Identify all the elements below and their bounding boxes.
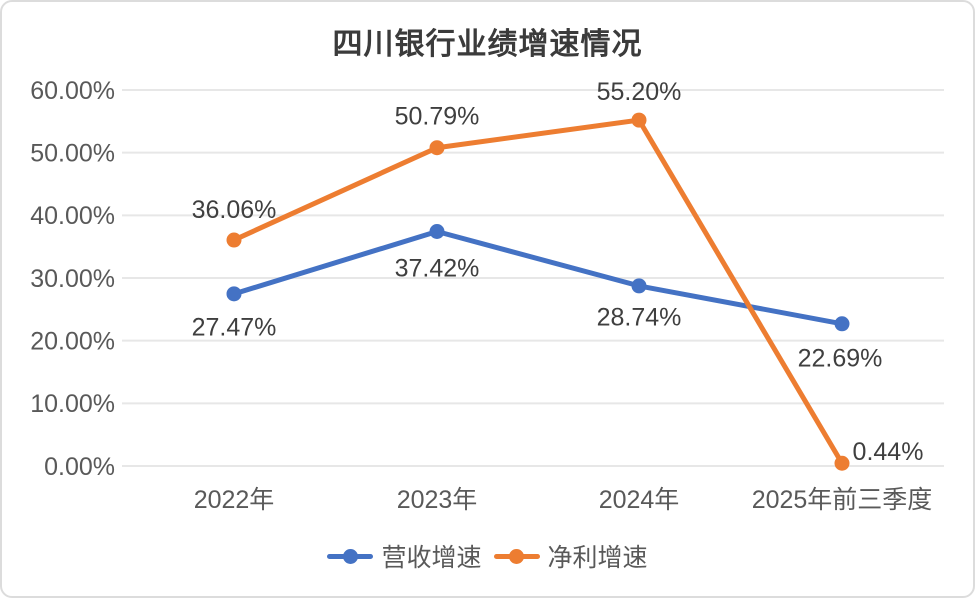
data-label: 0.44% bbox=[853, 438, 924, 466]
legend-item-profit-growth: 净利增速 bbox=[493, 538, 648, 574]
y-axis-tick-label: 10.00% bbox=[30, 390, 115, 418]
y-axis-tick-label: 20.00% bbox=[30, 327, 115, 355]
data-label: 28.74% bbox=[597, 304, 682, 332]
data-label: 27.47% bbox=[192, 314, 277, 342]
legend-item-revenue-growth: 营收增速 bbox=[327, 538, 482, 574]
y-axis-tick-label: 60.00% bbox=[30, 77, 115, 105]
chart-title: 四川银行业绩增速情况 bbox=[332, 28, 643, 61]
data-label: 55.20% bbox=[597, 78, 682, 106]
x-axis-tick-label: 2024年 bbox=[599, 486, 680, 514]
data-point-marker bbox=[834, 455, 850, 471]
x-axis-tick-label: 2022年 bbox=[194, 486, 275, 514]
series-line-profit-growth bbox=[231, 117, 845, 466]
x-axis-tick-label: 2023年 bbox=[397, 486, 478, 514]
y-axis-tick-label: 30.00% bbox=[30, 265, 115, 293]
x-axis-tick-label: 2025年前三季度 bbox=[752, 486, 933, 514]
legend-label-revenue-growth: 营收增速 bbox=[381, 544, 482, 572]
data-point-marker bbox=[631, 112, 647, 128]
data-label: 22.69% bbox=[798, 345, 883, 373]
data-point-marker bbox=[631, 278, 647, 294]
series-line-revenue-growth bbox=[231, 229, 845, 327]
data-point-marker bbox=[834, 316, 850, 332]
data-label: 50.79% bbox=[395, 102, 480, 130]
y-axis-tick-label: 50.00% bbox=[30, 139, 115, 167]
y-axis-tick-label: 0.00% bbox=[44, 453, 115, 481]
chart-legend: 营收增速 净利增速 bbox=[2, 538, 973, 574]
data-point-marker bbox=[226, 286, 242, 302]
data-point-marker bbox=[429, 224, 445, 240]
legend-label-profit-growth: 净利增速 bbox=[547, 544, 648, 572]
data-label: 37.42% bbox=[395, 254, 480, 282]
y-axis-tick-label: 40.00% bbox=[30, 202, 115, 230]
legend-line-marker-profit-icon bbox=[493, 548, 540, 564]
legend-line-marker-revenue-icon bbox=[327, 548, 374, 564]
data-point-marker bbox=[429, 140, 445, 156]
data-label: 36.06% bbox=[192, 196, 277, 224]
data-point-marker bbox=[226, 232, 242, 248]
